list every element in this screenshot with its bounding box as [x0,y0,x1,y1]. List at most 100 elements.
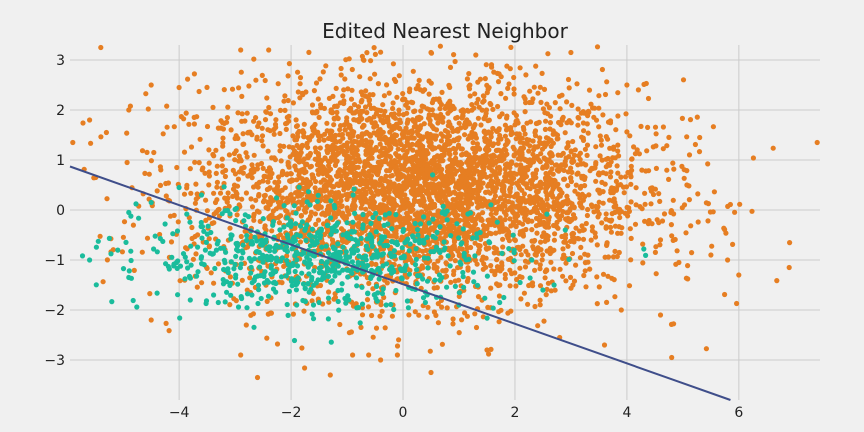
data-point-majority [531,174,537,180]
data-point-minority [284,215,290,221]
data-point-majority [661,211,668,217]
data-point-majority [327,179,333,185]
data-point-majority [234,191,240,197]
data-point-minority [152,233,158,239]
data-point-majority [397,119,403,125]
data-point-majority [366,352,372,358]
data-point-majority [238,233,244,240]
data-point-majority [411,124,417,130]
data-point-majority [281,143,287,149]
data-point-majority [213,147,219,153]
data-point-majority [175,219,181,225]
data-point-majority [254,374,261,381]
data-point-majority [326,289,332,295]
data-point-minority [384,242,390,249]
data-point-majority [497,167,503,173]
data-point-majority [439,153,445,159]
data-point-majority [322,131,328,137]
data-point-majority [214,197,220,203]
data-point-majority [548,137,554,143]
data-point-majority [610,146,617,152]
data-point-majority [334,192,340,198]
data-point-majority [309,125,315,131]
data-point-minority [309,226,315,232]
data-point-majority [615,148,621,154]
data-point-majority [408,205,414,212]
data-point-majority [191,121,197,127]
data-point-majority [452,171,458,177]
data-point-majority [426,91,432,97]
data-point-majority [612,248,618,254]
data-point-majority [157,182,164,188]
data-point-minority [349,236,355,242]
data-point-majority [330,184,336,190]
data-point-minority [219,211,225,217]
data-point-majority [584,152,590,158]
data-point-minority [477,229,483,236]
data-point-majority [609,217,615,223]
data-point-majority [286,61,292,67]
data-point-majority [364,50,370,56]
data-point-majority [552,162,559,168]
data-point-majority [564,145,570,151]
data-point-majority [331,122,337,128]
data-point-majority [238,47,244,53]
data-point-minority [336,307,342,313]
data-point-majority [276,220,282,226]
data-point-majority [683,230,689,236]
data-point-majority [388,111,394,117]
data-point-majority [645,124,651,130]
data-point-majority [481,129,487,135]
data-point-majority [557,106,563,112]
data-point-majority [370,202,376,208]
data-point-majority [681,202,688,208]
data-point-majority [103,129,109,136]
data-point-majority [200,165,206,171]
data-point-majority [298,212,304,219]
data-point-majority [615,142,621,148]
data-point-minority [284,301,290,308]
data-point-majority [618,174,624,180]
data-point-majority [602,254,608,260]
data-point-majority [235,110,241,116]
data-point-majority [434,162,441,168]
data-point-majority [474,141,480,147]
data-point-majority [163,193,169,199]
data-point-majority [571,278,578,284]
data-point-majority [592,230,598,236]
data-point-majority [336,208,342,214]
data-point-majority [309,298,315,304]
data-point-majority [294,142,300,149]
data-point-majority [332,211,338,217]
data-point-majority [462,132,468,138]
data-point-majority [319,167,325,173]
data-point-minority [244,233,250,239]
data-point-minority [233,218,239,224]
data-point-minority [302,286,308,292]
data-point-minority [109,299,115,305]
data-point-majority [381,294,387,301]
data-point-majority [547,120,554,126]
data-point-minority [325,295,332,301]
data-point-majority [278,158,284,164]
data-point-majority [566,154,572,160]
data-point-majority [313,221,319,227]
data-point-majority [259,133,266,139]
data-point-majority [577,150,584,156]
data-point-majority [466,163,472,169]
data-point-majority [70,139,76,146]
data-point-majority [543,267,550,273]
data-point-majority [488,62,495,68]
data-point-majority [532,133,539,139]
data-point-majority [391,185,397,191]
data-point-majority [502,122,508,128]
data-point-majority [564,120,570,126]
data-point-minority [106,235,112,241]
data-point-majority [394,94,400,100]
data-point-majority [493,206,499,212]
data-point-majority [576,115,582,121]
data-point-majority [259,138,265,144]
data-point-majority [381,197,387,203]
data-point-majority [166,328,172,334]
data-point-majority [669,233,675,239]
